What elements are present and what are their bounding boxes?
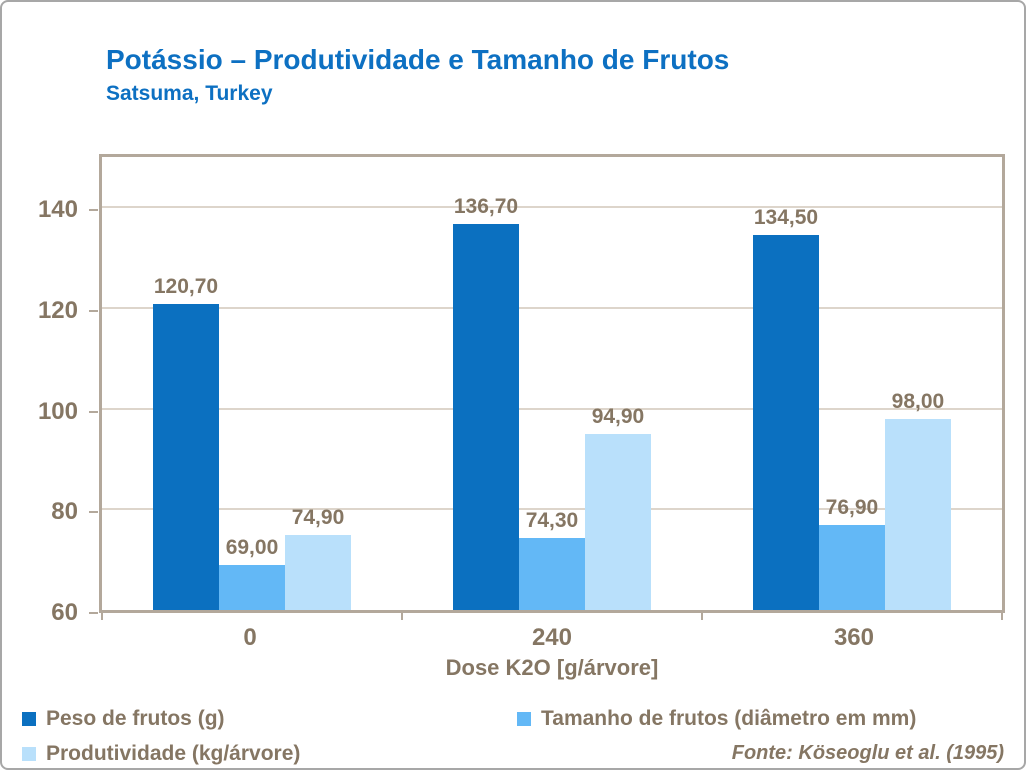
bar-series0-cat240: 136,70: [452, 195, 519, 610]
y-axis-tick-mark: [89, 511, 98, 514]
x-axis-tick-mark: [400, 610, 403, 620]
x-axis-tick-mark: [101, 610, 103, 620]
bar-value-label: 74,30: [525, 509, 579, 533]
gridline-y140: [102, 206, 1002, 209]
bar-series2-cat240: 94,90: [584, 405, 651, 610]
legend-marker-icon: [22, 711, 36, 726]
y-axis-tick-label: 120: [37, 297, 78, 324]
x-axis-labels: 0 240 360: [99, 624, 1005, 652]
source-citation: Fonte: Köseoglu et al. (1995): [731, 742, 1004, 764]
legend-item-series1: Tamanho de frutos (diâmetro em mm): [517, 707, 1006, 731]
y-axis-tick-label: 140: [37, 196, 78, 224]
bar-groups: 120,70 69,00 74,90 136,70 74,30 94,90 134,50 76…: [102, 157, 1002, 610]
bar-series1-cat360: 76,90: [818, 496, 885, 610]
bar-value-label: 134,50: [753, 206, 819, 230]
bar-series0-cat360: 134,50: [752, 206, 819, 610]
chart-subtitle: Satsuma, Turkey: [106, 82, 273, 105]
plot-area: 120,70 69,00 74,90 136,70 74,30 94,90 134,50 76…: [99, 154, 1005, 620]
bar-series0-cat0: 120,70: [152, 275, 219, 610]
bar-group-360: 134,50 76,90 98,00: [702, 157, 1002, 610]
gridline-y120: [102, 307, 1002, 310]
x-axis-tick-mark: [1001, 610, 1003, 620]
legend-label: Peso de frutos (g): [46, 706, 225, 730]
bar-value-label: 98,00: [891, 389, 945, 413]
legend-label: Produtividade (kg/árvore): [46, 741, 301, 765]
y-axis-tick-mark: [89, 209, 98, 212]
y-axis-tick-mark: [89, 410, 98, 413]
bar-value-label: 76,90: [825, 495, 879, 519]
y-axis-tick-label: 80: [51, 498, 78, 526]
bar-value-label: 136,70: [453, 194, 519, 218]
legend-item-series2: Produtividade (kg/árvore): [22, 742, 517, 766]
legend-label: Tamanho de frutos (diâmetro em mm): [541, 706, 917, 730]
bar-group-0: 120,70 69,00 74,90: [102, 157, 402, 610]
gridline-y100: [102, 407, 1002, 410]
legend-marker-icon: [517, 711, 531, 726]
x-axis-category-label: 360: [833, 624, 874, 651]
gridline-y80: [102, 508, 1002, 511]
x-axis-category-label: 240: [531, 624, 572, 651]
bar-series2-cat0: 74,90: [284, 506, 351, 610]
bar-value-label: 120,70: [153, 275, 219, 299]
bar-value-label: 94,90: [591, 405, 645, 429]
legend-marker-icon: [22, 746, 36, 761]
y-axis-tick-mark: [89, 310, 98, 312]
chart-title: Potássio – Produtividade e Tamanho de Fr…: [106, 44, 730, 75]
bar-group-240: 136,70 74,30 94,90: [402, 157, 702, 610]
bar-series1-cat0: 69,00: [218, 536, 285, 610]
y-axis-tick-label: 60: [51, 599, 78, 626]
x-axis-title: Dose K2O [g/árvore]: [445, 655, 659, 680]
legend: Peso de frutos (g) Tamanho de frutos (diâ…: [22, 701, 1006, 768]
bar-series2-cat360: 98,00: [884, 390, 951, 610]
bar-series1-cat240: 74,30: [518, 509, 585, 610]
legend-item-series0: Peso de frutos (g): [22, 707, 517, 731]
y-axis-tick-mark: [89, 612, 98, 614]
bar-value-label: 74,90: [291, 506, 345, 530]
x-axis-category-label: 0: [243, 624, 257, 651]
x-axis-tick-mark: [701, 610, 703, 620]
y-axis-tick-label: 100: [37, 397, 78, 425]
bar-value-label: 69,00: [225, 535, 279, 559]
